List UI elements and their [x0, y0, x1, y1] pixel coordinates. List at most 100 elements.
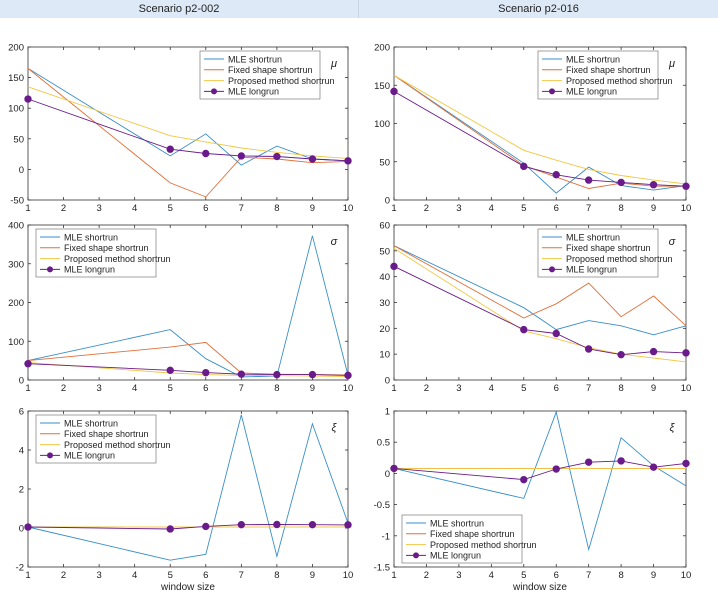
x-tick-label: 2 [61, 203, 66, 214]
y-tick-label: 4 [19, 446, 24, 457]
x-tick-label: 6 [554, 570, 559, 581]
x-tick-label: 9 [310, 383, 315, 394]
y-tick-label: 0 [19, 524, 24, 535]
column-header-right: Scenario p2-016 [359, 0, 718, 18]
mle-longrun-point [344, 157, 352, 165]
subplot-c1-r2: 1 2 3 4 5 6 7 8 9 10 -1.5 -1 -0.5 0 0.5 1 ξ MLE shortrunF… [374, 407, 692, 594]
legend-label: MLE shortrun [430, 518, 484, 528]
x-tick-label: 10 [343, 383, 354, 394]
mle-longrun-point [617, 457, 625, 465]
mle-longrun-point [308, 155, 317, 163]
y-tick-label: 0 [385, 196, 390, 207]
mle-longrun-point [552, 465, 560, 473]
mle-longrun-point [390, 262, 398, 271]
legend-marker [549, 266, 555, 273]
legend-label: MLE longrun [64, 265, 115, 275]
mle-longrun-point [273, 370, 281, 379]
x-tick-label: 8 [618, 383, 623, 394]
y-tick-label: -2 [16, 563, 24, 574]
x-tick-label: 9 [651, 203, 656, 214]
x-tick-label: 4 [489, 570, 494, 581]
legend-label: MLE shortrun [64, 232, 118, 242]
x-tick-label: 6 [554, 203, 559, 214]
x-axis-label: window size [512, 582, 567, 593]
x-tick-label: 2 [424, 383, 429, 394]
x-tick-label: 5 [521, 203, 526, 214]
mle-longrun-point [237, 520, 246, 529]
parameter-label: μ [668, 58, 675, 70]
x-tick-label: 2 [61, 570, 66, 581]
legend-label: MLE longrun [566, 87, 617, 97]
x-tick-label: 7 [239, 203, 244, 214]
x-tick-label: 7 [239, 570, 244, 581]
y-tick-label: 50 [379, 157, 390, 168]
x-tick-label: 1 [391, 383, 396, 394]
x-tick-label: 7 [586, 383, 591, 394]
x-tick-label: 1 [25, 570, 30, 581]
series-line-1 [27, 414, 349, 561]
mle-longrun-point [166, 366, 174, 375]
legend-label: Fixed shape shortrun [64, 243, 149, 253]
mle-longrun-point [682, 182, 690, 190]
legend-label: Proposed method shortrun [64, 440, 171, 450]
parameter-label: σ [669, 236, 676, 248]
x-tick-label: 5 [521, 570, 526, 581]
legend-label: MLE longrun [64, 451, 115, 461]
mle-longrun-point [520, 162, 528, 171]
mle-longrun-point [308, 370, 317, 379]
legend-label: Fixed shape shortrun [566, 65, 651, 75]
y-tick-label: 300 [8, 259, 24, 270]
y-tick-label: 200 [374, 43, 390, 54]
y-tick-label: 60 [379, 221, 390, 232]
x-tick-label: 7 [586, 570, 591, 581]
x-tick-label: 6 [203, 570, 208, 581]
mle-longrun-point [166, 525, 174, 533]
mle-longrun-point [584, 176, 593, 184]
y-tick-label: -1 [382, 531, 390, 542]
x-tick-label: 6 [554, 383, 559, 394]
x-tick-label: 9 [651, 570, 656, 581]
y-tick-label: 0 [385, 469, 390, 480]
legend-marker [211, 88, 217, 95]
x-tick-label: 10 [681, 383, 692, 394]
x-tick-label: 3 [456, 203, 461, 214]
legend-label: MLE shortrun [566, 54, 620, 64]
x-tick-label: 7 [586, 203, 591, 214]
x-tick-label: 4 [489, 383, 494, 394]
mle-longrun-point [649, 181, 658, 189]
x-tick-label: 4 [132, 383, 137, 394]
legend-label: MLE longrun [228, 87, 279, 97]
legend-label: MLE shortrun [566, 232, 620, 242]
mle-longrun-point [649, 347, 658, 356]
x-tick-label: 4 [489, 203, 494, 214]
mle-longrun-point [24, 523, 32, 531]
y-tick-label: 30 [379, 298, 390, 309]
x-tick-label: 10 [343, 570, 354, 581]
x-tick-label: 2 [61, 383, 66, 394]
parameter-label: σ [331, 236, 338, 248]
mle-longrun-point [202, 368, 210, 377]
parameter-label: ξ [670, 422, 676, 434]
x-tick-label: 8 [274, 383, 279, 394]
x-tick-label: 9 [651, 383, 656, 394]
y-tick-label: 40 [379, 272, 390, 283]
y-tick-label: 20 [379, 324, 390, 335]
mle-longrun-point [166, 145, 174, 153]
x-tick-label: 3 [456, 383, 461, 394]
y-tick-label: 100 [8, 337, 24, 348]
mle-longrun-point [390, 464, 398, 473]
y-tick-label: 6 [19, 407, 24, 418]
legend-label: MLE shortrun [64, 418, 118, 428]
y-tick-label: 200 [8, 43, 24, 54]
mle-longrun-point [682, 459, 690, 468]
y-tick-label: 150 [8, 73, 24, 84]
